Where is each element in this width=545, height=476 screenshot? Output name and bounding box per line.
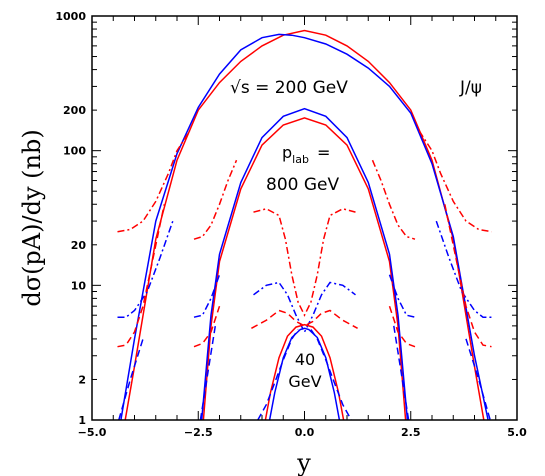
annotation-40: 40 bbox=[295, 350, 315, 369]
y-tick-label: 200 bbox=[63, 104, 86, 117]
annotation-40gev: GeV bbox=[288, 372, 321, 391]
series-line-17 bbox=[193, 274, 221, 318]
series-line-12 bbox=[199, 325, 217, 421]
series-line-23 bbox=[264, 323, 345, 421]
series-line-14 bbox=[193, 159, 238, 240]
series-line-0 bbox=[124, 29, 485, 421]
series-layer bbox=[117, 29, 492, 421]
series-line-19 bbox=[253, 281, 356, 334]
series-line-22 bbox=[251, 309, 358, 329]
x-tick-label: 2.5 bbox=[401, 426, 421, 439]
series-line-21 bbox=[388, 305, 416, 348]
y-tick-label: 20 bbox=[71, 239, 87, 252]
annotation-800gev: 800 GeV bbox=[266, 175, 339, 195]
series-line-7 bbox=[435, 220, 492, 318]
series-line-2 bbox=[118, 338, 144, 421]
series-line-3 bbox=[465, 338, 491, 421]
series-line-6 bbox=[117, 220, 174, 318]
ticks-layer bbox=[91, 16, 518, 421]
y-tick-label: 100 bbox=[63, 145, 86, 158]
x-tick-label: −2.5 bbox=[184, 426, 213, 439]
annotation-particle: J/ψ bbox=[459, 78, 482, 98]
x-tick-label: 5.0 bbox=[507, 426, 527, 439]
series-line-4 bbox=[117, 130, 191, 233]
series-line-10 bbox=[202, 117, 407, 421]
annotation-sqrt-s: √s = 200 GeV bbox=[230, 78, 348, 98]
x-tick-label: 0.0 bbox=[295, 426, 315, 439]
series-line-26 bbox=[310, 329, 352, 421]
series-line-25 bbox=[257, 329, 299, 421]
series-line-8 bbox=[117, 204, 166, 348]
annotation-plab-p: p bbox=[282, 143, 292, 162]
series-line-11 bbox=[200, 107, 409, 421]
y-tick-label: 1000 bbox=[55, 10, 86, 23]
annotation-plab: plab = bbox=[282, 143, 330, 166]
series-line-20 bbox=[193, 305, 221, 348]
annotation-plab-sub: lab bbox=[292, 153, 309, 166]
x-tick-label: −5.0 bbox=[78, 426, 107, 439]
series-line-13 bbox=[393, 325, 410, 421]
x-axis-title: y bbox=[296, 449, 311, 476]
series-line-5 bbox=[418, 130, 492, 233]
y-tick-label: 1 bbox=[78, 414, 86, 427]
series-line-15 bbox=[371, 159, 416, 240]
series-line-1 bbox=[120, 33, 489, 421]
series-line-9 bbox=[444, 204, 492, 348]
y-axis-title: dσ(pA)/dy (nb) bbox=[18, 129, 46, 306]
y-tick-label: 10 bbox=[71, 279, 87, 292]
series-line-16 bbox=[253, 208, 356, 317]
labels-layer: −5.0 −2.5 0.0 2.5 5.0 1 2 10 20 100 200 1000 bbox=[55, 10, 527, 439]
annotation-plab-eq: = bbox=[317, 143, 330, 162]
y-tick-label: 2 bbox=[78, 373, 86, 386]
series-line-18 bbox=[388, 274, 416, 318]
